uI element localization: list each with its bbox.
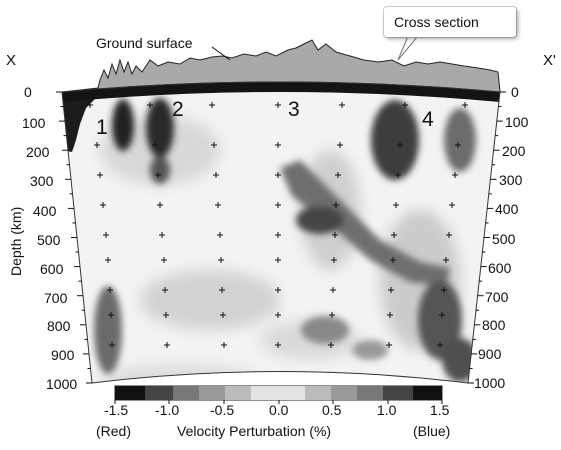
anomaly-label-4: 4: [422, 108, 434, 131]
depth-tick-right: 0: [511, 84, 519, 100]
depth-tick-left: 0: [24, 84, 32, 100]
depth-tick-left: 200: [26, 144, 50, 160]
x-left-label: X: [6, 52, 17, 69]
depth-tick-right: 500: [492, 231, 516, 247]
depth-tick-left: 600: [40, 261, 64, 277]
ground-surface-leader: [211, 46, 231, 61]
depth-tick-left: 1000: [46, 376, 78, 392]
velocity-model: [62, 82, 500, 383]
x-right-label: X': [543, 52, 556, 69]
depth-tick-left: 700: [44, 290, 68, 306]
anomaly-label-1: 1: [96, 116, 108, 139]
colorbar-tick: 0.0: [269, 402, 289, 418]
colorbar-tick: -1.5: [104, 402, 129, 418]
cross-section-pointer: [397, 35, 420, 61]
colorbar-tick: 0.5: [322, 402, 342, 418]
anomaly-label-3: 3: [288, 98, 300, 121]
depth-tick-right: 400: [495, 201, 519, 217]
depth-tick-left: 400: [33, 203, 57, 219]
colorbar-tick: 1.5: [430, 402, 450, 418]
depth-tick-left: 900: [51, 347, 75, 363]
colorbar-tick: -0.5: [210, 402, 235, 418]
depth-tick-right: 1000: [474, 375, 506, 391]
depth-tick-right: 800: [482, 317, 506, 333]
grid-markers: [87, 102, 468, 348]
depth-tick-right: 900: [478, 346, 502, 362]
depth-tick-left: 500: [37, 232, 61, 248]
colorbar-tick: -1.0: [155, 402, 180, 418]
velocity-colorbar: [114, 385, 443, 404]
depth-tick-left: 800: [47, 318, 71, 334]
depth-tick-right: 100: [505, 114, 529, 130]
depth-tick-right: 700: [485, 289, 509, 305]
colorbar-title: Velocity Perturbation (%): [177, 423, 332, 439]
colorbar-tick: 1.0: [377, 402, 397, 418]
depth-tick-right: 600: [488, 260, 512, 276]
depth-tick-right: 300: [499, 172, 523, 188]
depth-tick-right: 200: [502, 143, 526, 159]
colorbar-right-label: (Blue): [413, 423, 451, 439]
depth-tick-left: 300: [30, 173, 54, 189]
depth-axis-title: Depth (km): [8, 206, 24, 276]
cross-section-callout: Cross section: [384, 7, 516, 37]
colorbar-left-label: (Red): [96, 423, 132, 439]
ground-surface-label: Ground surface: [96, 35, 193, 51]
anomaly-label-2: 2: [172, 98, 184, 121]
depth-tick-left: 100: [22, 115, 46, 131]
